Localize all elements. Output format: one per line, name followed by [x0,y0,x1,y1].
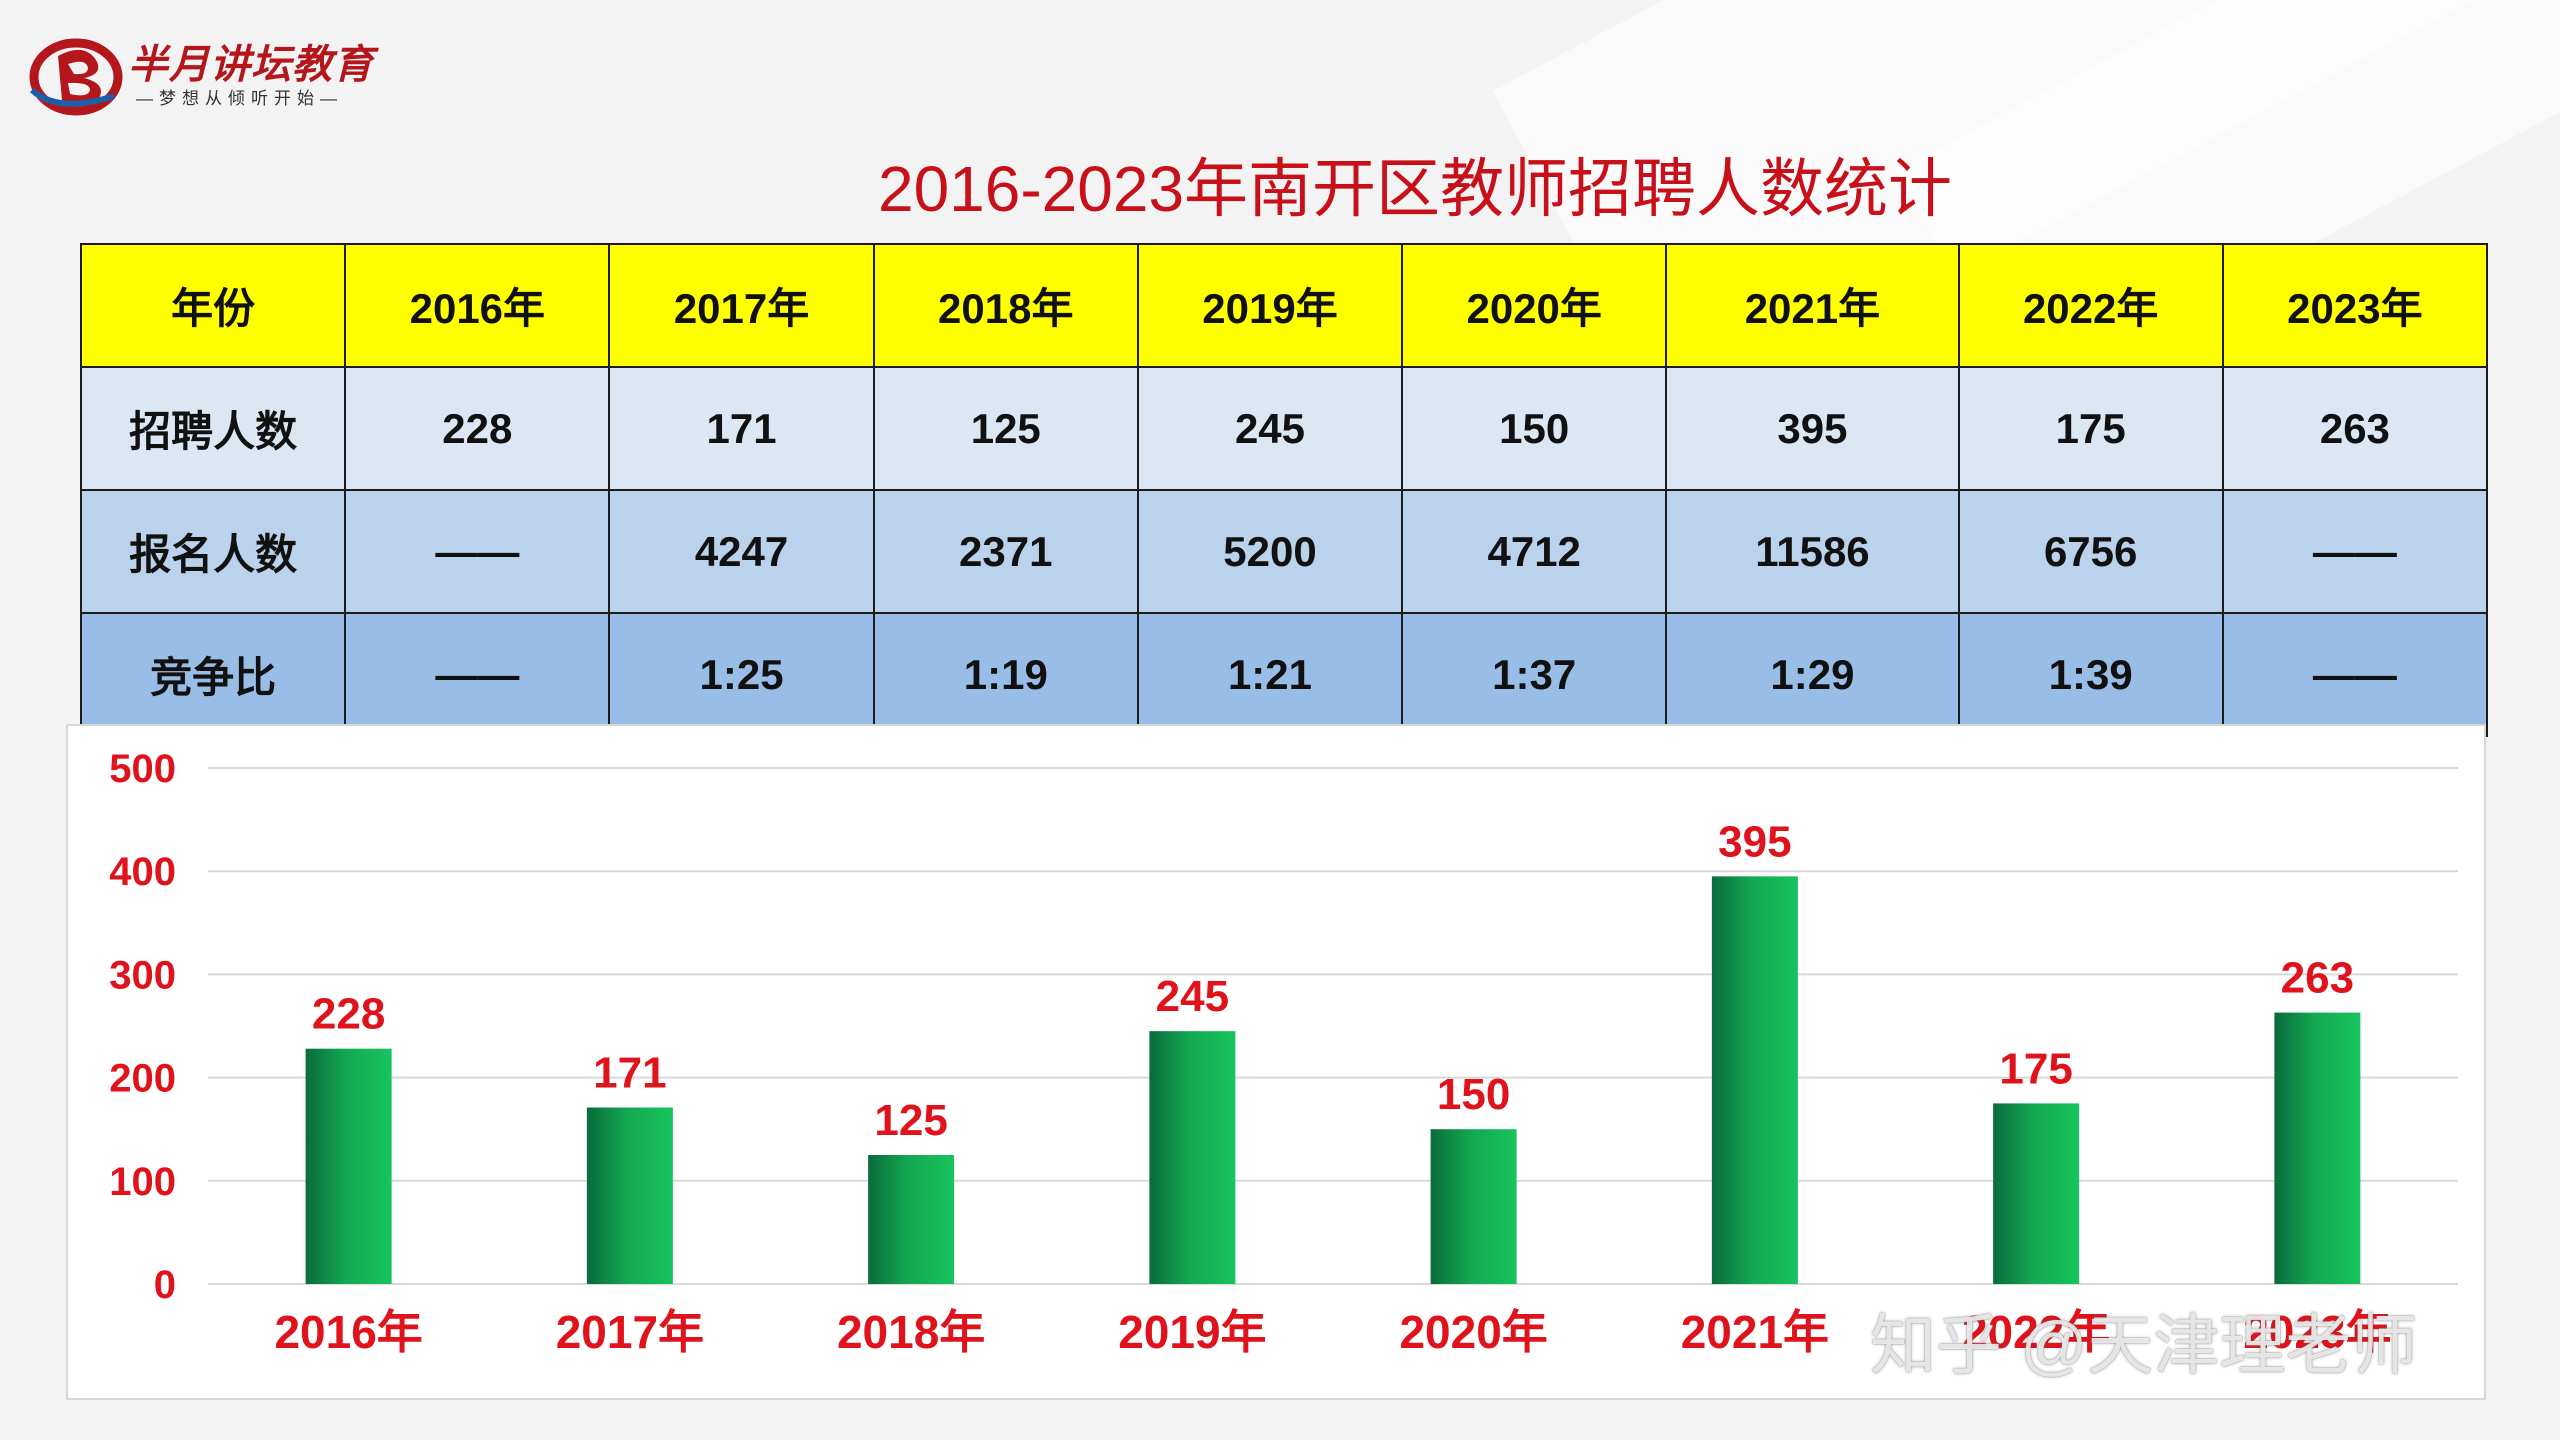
table-cell: —— [2221,612,2489,737]
table-cell: 150 [1401,366,1668,491]
recruitment-table: 年份 2016年 2017年 2018年 2019年 2020年 2021年 2… [79,243,2489,737]
chart-svg: 0 100 200 300 400 500 228 2016年 171 2017年 125 2018年… [109,747,2458,1358]
table-cell: 6756 [1957,489,2224,614]
row-label: 报名人数 [79,489,347,614]
table-cell: 11586 [1665,489,1960,614]
table-cell: 175 [1957,366,2224,491]
header-cell: 2023年 [2221,243,2489,368]
y-tick-label: 400 [109,850,176,894]
header-cell: 年份 [79,243,347,368]
table-row-ratio: 竞争比 —— 1:25 1:19 1:21 1:37 1:29 1:39 —— [79,612,2489,737]
brand-logo: 半月讲坛教育 —梦想从倾听开始— [28,30,388,120]
recruitment-bar-chart: 0 100 200 300 400 500 228 2016年 171 2017年 125 2018年… [66,724,2486,1400]
x-tick-label: 2020年 [1399,1306,1547,1358]
table-cell: 2371 [872,489,1139,614]
watermark: 知乎 @天津理老师 [1870,1308,2418,1382]
page-title: 2016-2023年南开区教师招聘人数统计 [877,153,1953,225]
table-cell: 4247 [608,489,875,614]
data-label: 263 [2281,954,2354,1003]
table-cell: 1:21 [1136,612,1404,737]
table-cell: 1:39 [1957,612,2224,737]
bar [868,1155,955,1284]
bar [1430,1129,1517,1284]
table-cell: —— [344,489,611,614]
y-tick-label: 500 [109,747,176,791]
x-tick-label: 2017年 [556,1306,704,1358]
brand-slogan: —梦想从倾听开始— [136,89,343,108]
table-cell: 395 [1665,366,1960,491]
table-cell: 125 [872,366,1139,491]
table-cell: 1:25 [608,612,875,737]
table-cell: —— [344,612,611,737]
table-cell: 4712 [1401,489,1668,614]
y-tick-label: 100 [109,1160,176,1204]
table-cell: 245 [1136,366,1404,491]
table-cell: 171 [608,366,875,491]
x-tick-label: 2023年 [2243,1306,2391,1358]
table-cell: —— [2221,489,2489,614]
brand-name: 半月讲坛教育 [128,43,374,87]
table-row-applicants: 报名人数 —— 4247 2371 5200 4712 11586 6756 —… [79,489,2489,614]
data-label: 245 [1156,972,1229,1021]
table-cell: 5200 [1136,489,1404,614]
logo-mark-icon [29,38,123,116]
row-label: 招聘人数 [79,366,347,491]
header-cell: 2018年 [872,243,1139,368]
x-tick-label: 2016年 [274,1306,422,1358]
header-cell: 2019年 [1136,243,1404,368]
header-cell: 2016年 [344,243,611,368]
header-cell: 2017年 [608,243,875,368]
bar [586,1107,673,1284]
x-tick-label: 2018年 [837,1306,985,1358]
data-label: 125 [874,1096,947,1145]
data-label: 395 [1718,817,1791,866]
bar [1993,1103,2080,1284]
table-cell: 263 [2221,366,2489,491]
bar [1149,1031,1236,1284]
header-cell: 2020年 [1401,243,1668,368]
data-label: 175 [1999,1044,2072,1093]
data-label: 228 [312,990,385,1039]
table-header-row: 年份 2016年 2017年 2018年 2019年 2020年 2021年 2… [79,243,2489,368]
header-cell: 2022年 [1957,243,2224,368]
table-cell: 1:19 [872,612,1139,737]
x-tick-label: 2022年 [1962,1306,2110,1358]
y-tick-label: 0 [154,1263,176,1307]
table-cell: 1:29 [1665,612,1960,737]
x-tick-label: 2019年 [1118,1306,1266,1358]
table-cell: 1:37 [1401,612,1668,737]
table-row-recruitment: 招聘人数 228 171 125 245 150 395 175 263 [79,366,2489,491]
bar [2274,1012,2361,1284]
bar [305,1048,392,1284]
row-label: 竞争比 [79,612,347,737]
header-cell: 2021年 [1665,243,1960,368]
bar [1711,876,1798,1284]
y-tick-label: 300 [109,953,176,997]
y-tick-label: 200 [109,1057,176,1101]
data-label: 150 [1437,1070,1510,1119]
table-cell: 228 [344,366,611,491]
data-label: 171 [593,1049,666,1098]
x-tick-label: 2021年 [1681,1306,1829,1358]
